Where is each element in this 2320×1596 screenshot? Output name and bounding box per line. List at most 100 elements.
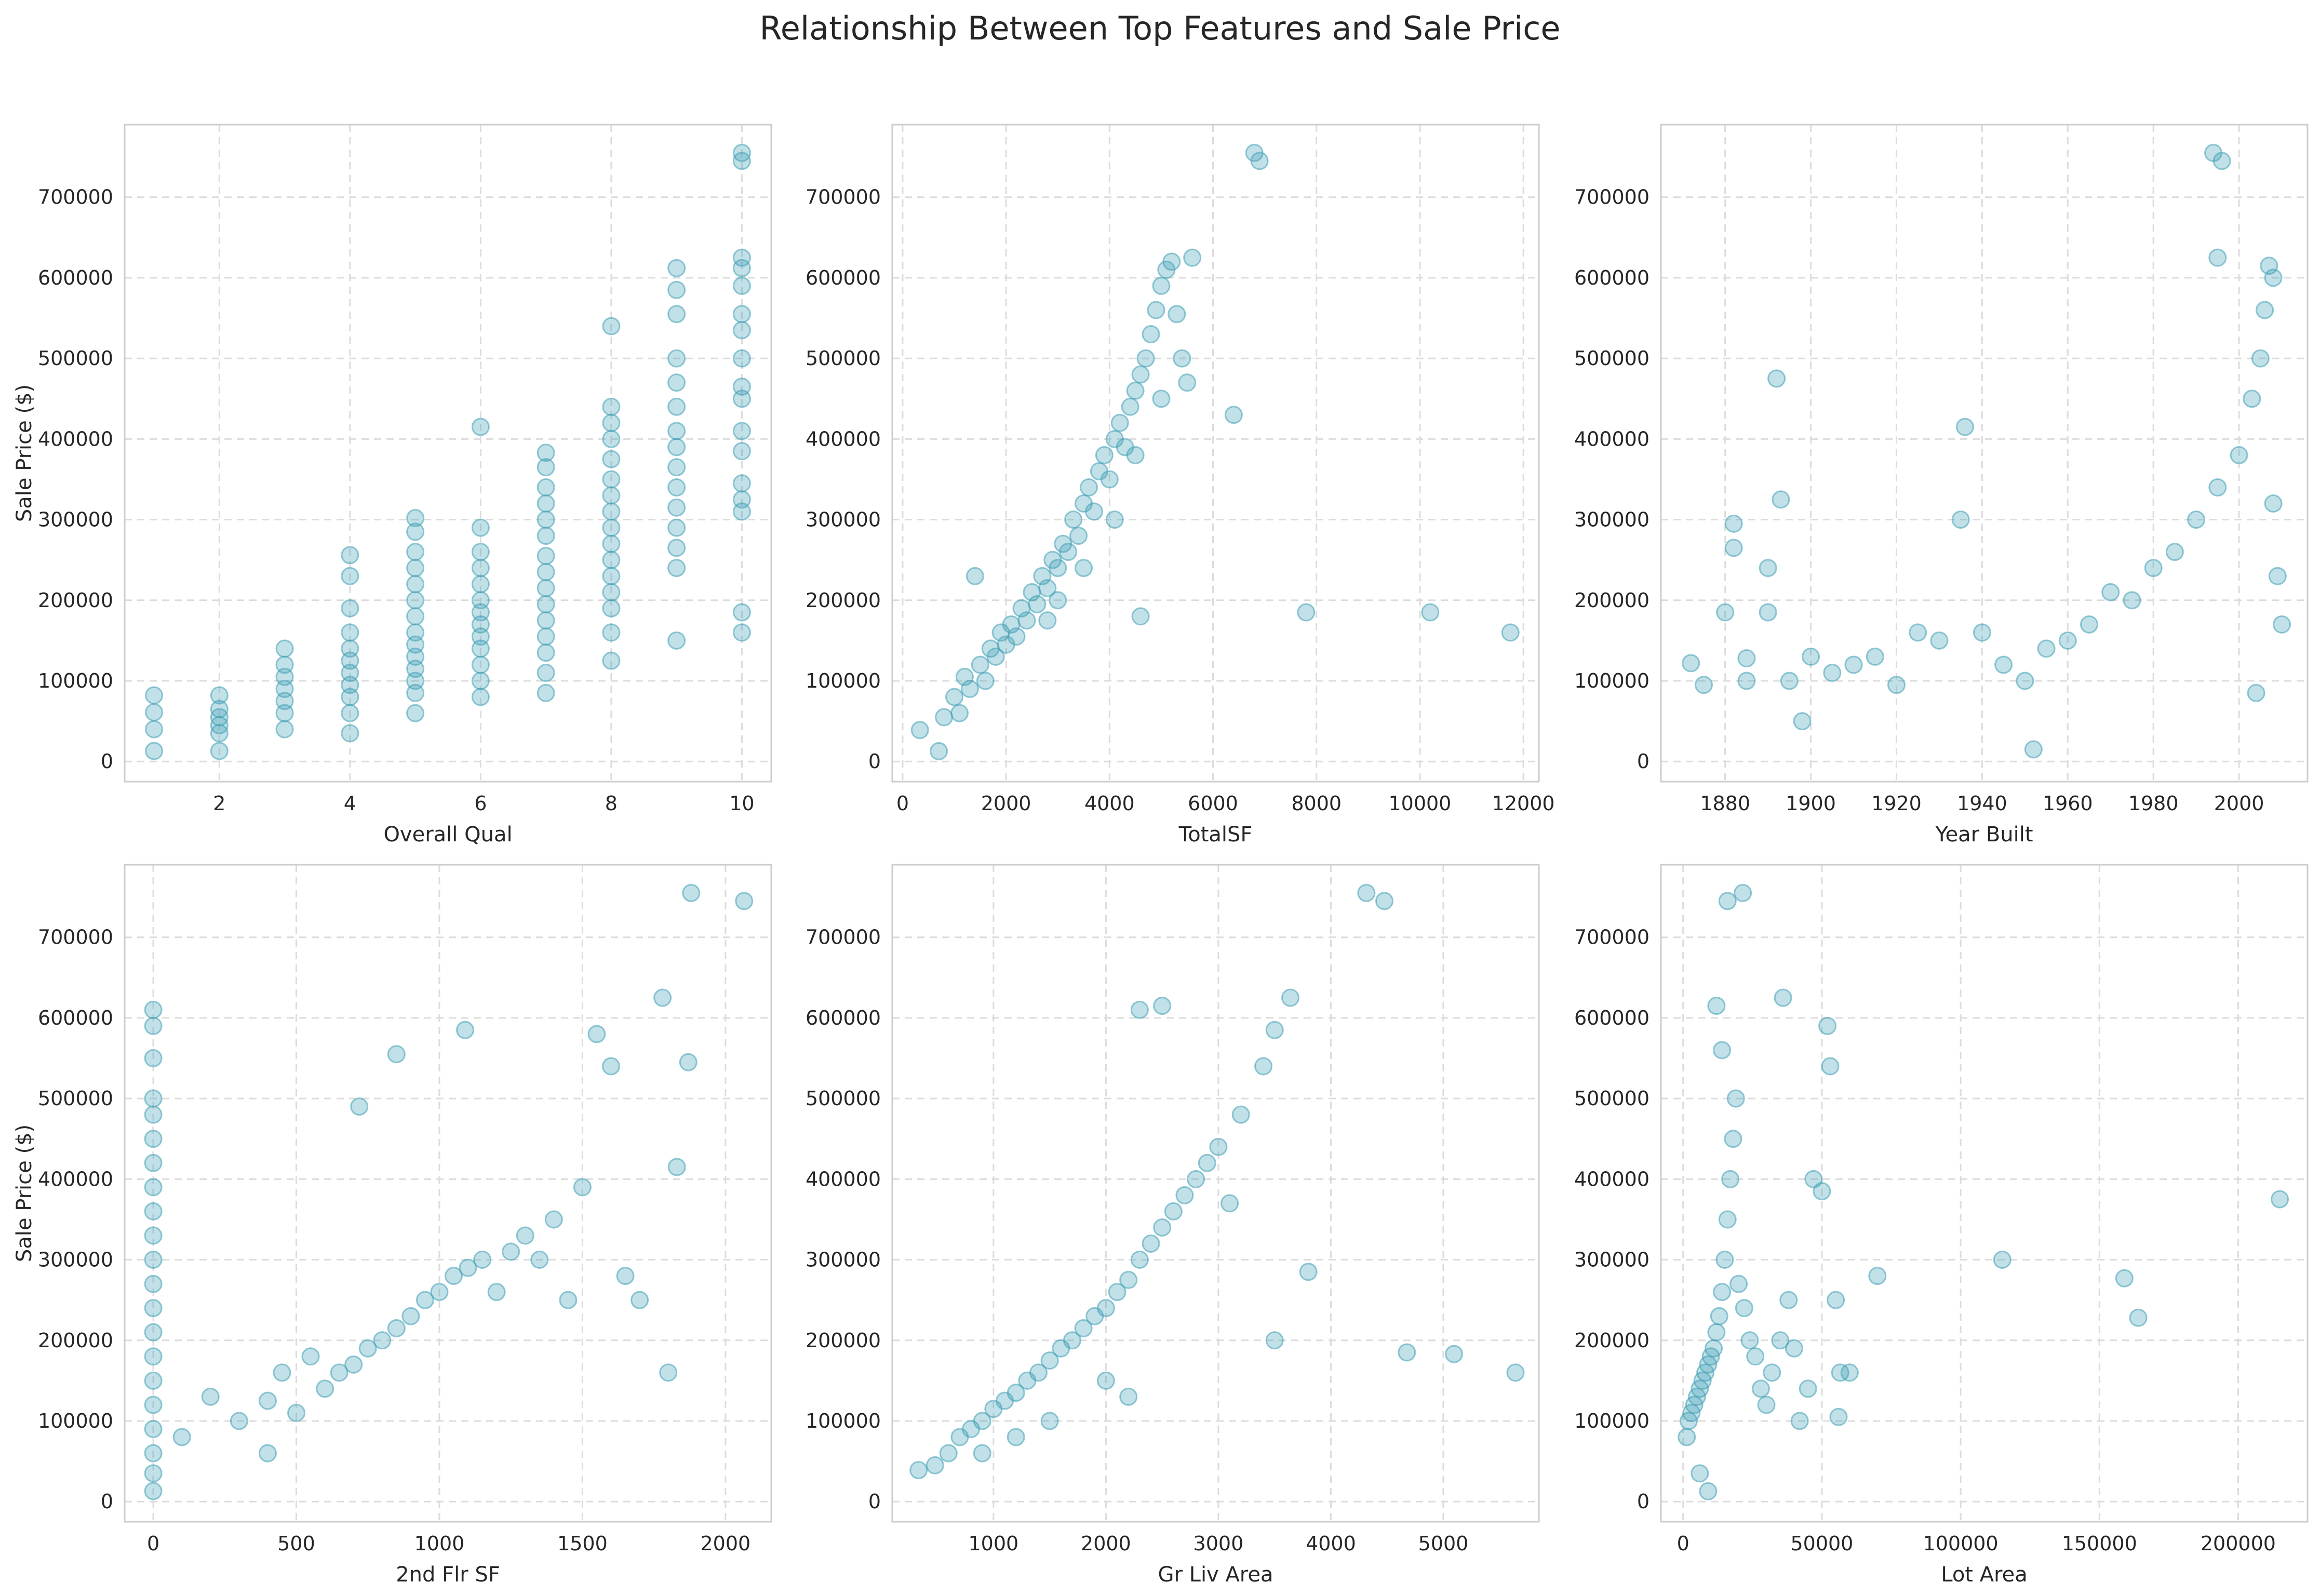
y-tick-label: 700000 xyxy=(38,186,113,209)
data-point xyxy=(210,686,229,705)
data-point xyxy=(667,478,686,497)
data-point xyxy=(341,623,359,642)
data-point xyxy=(732,377,751,396)
data-point xyxy=(1173,349,1191,368)
data-point xyxy=(1735,1299,1753,1318)
data-point xyxy=(1710,1307,1728,1325)
y-tick-label: 500000 xyxy=(806,347,881,370)
data-point xyxy=(1265,1021,1284,1039)
data-point xyxy=(1075,559,1093,578)
data-point xyxy=(1096,1299,1115,1318)
y-tick-label: 300000 xyxy=(806,508,881,531)
y-tick-label: 0 xyxy=(868,750,881,773)
data-point xyxy=(530,1251,549,1269)
data-point xyxy=(2256,301,2274,319)
data-point xyxy=(537,663,555,682)
y-tick-label: 600000 xyxy=(806,266,881,289)
data-point xyxy=(2264,494,2283,513)
data-point xyxy=(459,1258,477,1277)
x-tick-label: 1940 xyxy=(1957,792,2007,815)
subplot-5: 0 100000 200000 300000 400000 500000 600000 700… xyxy=(806,864,1540,1587)
data-point xyxy=(2037,639,2056,658)
data-point xyxy=(732,349,751,368)
data-point xyxy=(1421,603,1440,622)
data-point xyxy=(602,651,621,670)
data-point xyxy=(1740,1331,1759,1350)
data-point xyxy=(144,1347,163,1366)
x-tick-label: 500 xyxy=(277,1532,315,1555)
data-point xyxy=(1152,276,1171,295)
data-point xyxy=(273,1363,291,1382)
data-point xyxy=(144,1299,163,1318)
y-tick-label: 200000 xyxy=(806,1329,881,1352)
data-point xyxy=(602,450,621,468)
data-point xyxy=(667,631,686,650)
data-point xyxy=(430,1283,449,1302)
data-point xyxy=(2165,543,2184,561)
data-point xyxy=(537,494,555,513)
data-point xyxy=(301,1347,320,1366)
data-point xyxy=(1096,1371,1115,1390)
y-tick-label: 500000 xyxy=(806,1087,881,1110)
y-tick-label: 0 xyxy=(101,750,113,773)
data-point xyxy=(144,1323,163,1342)
x-tick-label: 1960 xyxy=(2043,792,2093,815)
data-point xyxy=(330,1363,348,1382)
data-point xyxy=(602,1057,621,1076)
data-point xyxy=(602,534,621,553)
data-point xyxy=(1821,1057,1840,1076)
y-tick-label: 600000 xyxy=(38,266,113,289)
data-point xyxy=(1844,655,1863,674)
data-point xyxy=(2264,269,2283,287)
data-point xyxy=(667,498,686,517)
data-point xyxy=(909,1461,928,1480)
data-point xyxy=(537,444,555,462)
data-point xyxy=(602,518,621,537)
data-point xyxy=(172,1428,191,1446)
data-point xyxy=(1699,1482,1718,1500)
data-point xyxy=(1887,676,1906,694)
data-point xyxy=(373,1331,392,1350)
y-tick-label: 300000 xyxy=(38,508,113,531)
y-tick-label: 0 xyxy=(101,1490,113,1513)
data-point xyxy=(2212,152,2231,170)
data-point xyxy=(1126,381,1145,400)
y-tick-label: 100000 xyxy=(1574,1410,1650,1432)
data-point xyxy=(415,1291,434,1309)
data-point xyxy=(602,551,621,569)
data-point xyxy=(602,599,621,618)
data-point xyxy=(1772,490,1790,509)
y-tick-label: 300000 xyxy=(38,1249,113,1271)
data-point xyxy=(1751,1379,1770,1398)
data-point xyxy=(341,704,359,722)
data-point xyxy=(732,490,751,509)
data-point xyxy=(1105,511,1124,529)
data-point xyxy=(144,1444,163,1463)
y-axis-label: Sale Price ($) xyxy=(12,384,36,522)
data-point xyxy=(144,1371,163,1390)
x-tick-label: 4000 xyxy=(1306,1532,1356,1555)
data-point xyxy=(1951,511,1970,529)
subplot-2: 0100000200000300000400000500000600000700… xyxy=(806,124,1555,847)
y-tick-label: 200000 xyxy=(38,589,113,612)
x-axis-label: Gr Liv Area xyxy=(1158,1563,1273,1587)
data-point xyxy=(965,567,984,585)
data-point xyxy=(1726,1089,1745,1108)
data-point xyxy=(732,248,751,267)
data-point xyxy=(145,686,164,705)
y-tick-label: 100000 xyxy=(1574,669,1650,692)
data-point xyxy=(667,422,686,440)
data-point xyxy=(350,1097,369,1116)
data-point xyxy=(2271,1190,2289,1209)
data-point xyxy=(602,413,621,432)
subplot-4: 0 100000 200000 300000 400000 500000 600000 700… xyxy=(12,864,772,1587)
data-point xyxy=(2208,248,2227,267)
x-tick-label: 1500 xyxy=(557,1532,608,1555)
y-tick-label: 500000 xyxy=(1574,347,1650,370)
y-tick-label: 100000 xyxy=(38,1410,113,1432)
data-point xyxy=(1930,631,1949,650)
y-tick-label: 500000 xyxy=(38,1087,113,1110)
data-point xyxy=(1757,1396,1776,1414)
data-point xyxy=(732,623,751,642)
